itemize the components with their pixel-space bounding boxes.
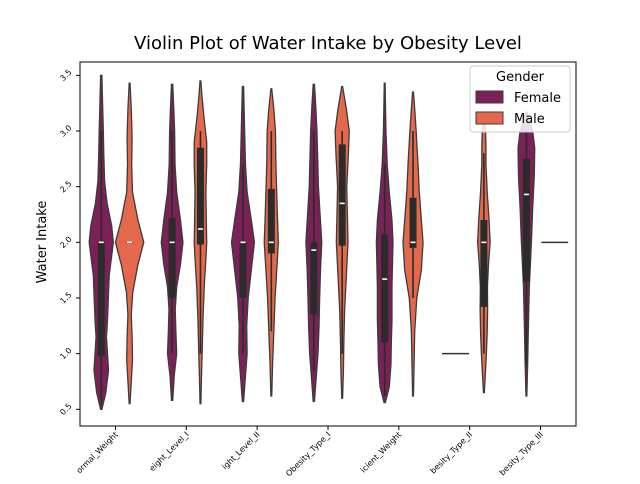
violin-female-overweight-level-ii-iqr-box [239, 242, 247, 298]
violin-female-obesity-type-iii-iqr-box [522, 158, 530, 282]
legend[interactable]: Gender Female Male [469, 65, 571, 133]
violin-male-overweight-level-i-iqr-box [196, 147, 204, 245]
violin-male-obesity-type-i [334, 85, 350, 399]
violin-male-normal-weight-body [114, 82, 145, 405]
chart-title: Violin Plot of Water Intake by Obesity L… [134, 33, 522, 54]
violin-male-normal-weight [114, 82, 145, 405]
violin-female-overweight-level-i [160, 83, 184, 402]
legend-title: Gender [496, 70, 545, 85]
y-axis-label: Water Intake [35, 201, 50, 284]
legend-label: Female [514, 91, 561, 106]
violin-male-insufficient-weight [402, 91, 424, 397]
legend-swatch [475, 111, 504, 125]
plot-area [79, 61, 577, 427]
violin-female-obesity-type-i [305, 83, 323, 403]
legend-swatch [475, 90, 504, 104]
violin-female-obesity-type-i-iqr-box [310, 242, 318, 315]
violin-female-overweight-level-i-iqr-box [168, 217, 176, 298]
violin-male-overweight-level-i [193, 80, 208, 405]
violin-male-overweight-level-ii-iqr-box [267, 188, 275, 254]
legend-item-female[interactable]: Female [475, 90, 561, 106]
legend-label: Male [514, 112, 545, 127]
violin-male-obesity-type-ii [476, 113, 491, 394]
violin-female-overweight-level-ii [230, 85, 256, 403]
violin-male-obesity-type-ii-iqr-box [480, 220, 488, 307]
violin-male-overweight-level-ii [263, 88, 280, 397]
violin-female-normal-weight [88, 74, 114, 410]
violin-female-normal-weight-iqr-box [97, 242, 105, 356]
legend-item-male[interactable]: Male [475, 111, 545, 127]
violin-female-insufficient-weight-iqr-box [381, 234, 389, 343]
violin-female-obesity-type-iii [517, 111, 536, 397]
violin-female-insufficient-weight [375, 82, 394, 404]
violin-male-insufficient-weight-iqr-box [409, 197, 417, 248]
violin-male-obesity-type-i-iqr-box [338, 144, 346, 246]
